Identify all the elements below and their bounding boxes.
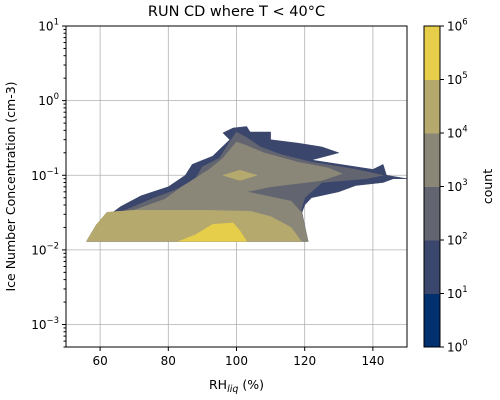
y-axis: 10−3 10−2 10−1 100 101	[31, 18, 66, 348]
contour-region-level-4	[222, 169, 258, 181]
x-tick-label: 100	[225, 354, 248, 368]
colorbar-segment	[424, 186, 440, 241]
y-tick-label: 100	[38, 92, 59, 108]
x-axis-label-main: RH	[209, 377, 227, 392]
colorbar-tick-label: 102	[447, 232, 468, 248]
contour-regions	[86, 126, 408, 242]
x-axis-label-unit: (%)	[238, 377, 264, 392]
colorbar-segment	[424, 26, 440, 80]
colorbar: 100 101 102 103 104 105 106	[423, 18, 468, 355]
y-tick-label: 10−2	[31, 241, 59, 257]
colorbar-tick-label: 106	[447, 18, 468, 34]
colorbar-tick-label: 103	[447, 178, 468, 194]
chart-title: RUN CD where T < 40°C	[148, 4, 325, 20]
colorbar-tick-label: 104	[447, 125, 468, 141]
colorbar-segment	[424, 240, 440, 294]
colorbar-segment	[424, 293, 440, 348]
x-tick-label: 120	[293, 354, 316, 368]
y-tick-label: 101	[38, 18, 59, 34]
colorbar-tick-label: 100	[447, 339, 468, 355]
y-tick-label: 10−3	[31, 316, 59, 332]
colorbar-segment	[424, 79, 440, 134]
colorbar-tick-label: 101	[447, 285, 468, 301]
x-axis-label-subscript: liq	[227, 384, 238, 395]
y-axis-label: Ice Number Concentration (cm-3)	[3, 81, 18, 291]
contour-region-level-4	[86, 209, 302, 242]
contour-region-level-5	[178, 222, 248, 242]
x-axis-label: RHliq (%)	[209, 377, 264, 395]
x-tick-label: 80	[161, 354, 176, 368]
y-tick-label: 10−1	[31, 167, 59, 183]
x-axis: 60 80 100 120 140	[92, 347, 384, 368]
colorbar-tick-label: 105	[447, 71, 468, 87]
colorbar-label: count	[480, 169, 495, 204]
x-tick-label: 140	[361, 354, 384, 368]
colorbar-segment	[424, 133, 440, 187]
x-tick-label: 60	[92, 354, 107, 368]
